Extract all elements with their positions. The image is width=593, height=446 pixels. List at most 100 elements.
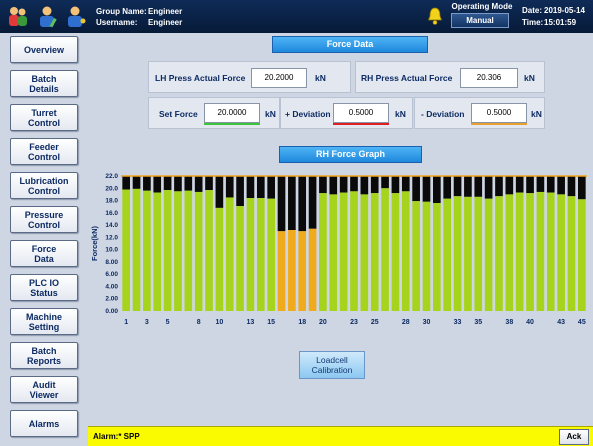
y-tick-label: 18.0	[105, 198, 118, 205]
bar	[557, 194, 565, 311]
x-tick-label: 45	[578, 319, 586, 326]
bar-remainder	[132, 176, 141, 189]
bar-remainder	[360, 176, 369, 195]
users-group-icon[interactable]	[6, 4, 30, 28]
lh-force-panel: LH Press Actual Force 20.2000 kN	[148, 61, 351, 93]
bar-remainder	[505, 176, 514, 195]
alarm-bar: Alarm:* SPP Ack	[88, 426, 593, 446]
minus-deviation-underline	[471, 123, 527, 125]
bar	[360, 194, 369, 311]
nav-overview-button[interactable]: Overview	[10, 36, 78, 63]
x-tick-label: 38	[505, 319, 513, 326]
bar-remainder	[412, 176, 420, 202]
x-tick-label: 20	[319, 319, 327, 326]
bar-remainder	[381, 176, 389, 189]
bar	[443, 198, 452, 311]
bar	[143, 190, 151, 311]
plus-deviation-underline	[333, 123, 389, 125]
bar	[370, 193, 379, 311]
user-edit-icon[interactable]	[36, 4, 60, 28]
time-value: 15:01:59	[544, 18, 577, 27]
nav-batch-reports-button[interactable]: Batch Reports	[10, 342, 78, 369]
bar-remainder	[319, 176, 327, 194]
bar-remainder	[329, 176, 338, 195]
bar	[495, 196, 503, 311]
set-force-panel: Set Force 20.0000 kN	[148, 97, 280, 129]
bar	[122, 189, 131, 311]
username-value: Engineer	[148, 18, 183, 27]
bar-remainder	[557, 176, 565, 195]
bar	[577, 199, 586, 311]
minus-deviation-unit: kN	[531, 109, 542, 119]
bar	[319, 193, 327, 311]
minus-deviation-panel: - Deviation 0.5000 kN	[414, 97, 545, 129]
bar	[526, 193, 534, 311]
bar-remainder	[339, 176, 348, 193]
bar	[256, 198, 265, 311]
force-data-title: Force Data	[272, 36, 428, 53]
set-force-unit: kN	[265, 109, 276, 119]
nav-plc-io-status-button[interactable]: PLC IO Status	[10, 274, 78, 301]
bar-remainder	[236, 176, 244, 207]
bar-remainder	[370, 176, 379, 194]
sidebar-nav: Overview Batch Details Turret Control Fe…	[0, 33, 88, 446]
rh-force-value: 20.306	[460, 68, 518, 88]
nav-pressure-control-button[interactable]: Pressure Control	[10, 206, 78, 233]
bar	[567, 196, 576, 311]
user-key-icon[interactable]	[64, 4, 88, 28]
plus-deviation-value[interactable]: 0.5000	[333, 103, 389, 123]
y-axis-label: Force(kN)	[90, 225, 99, 261]
ack-button[interactable]: Ack	[559, 429, 589, 445]
date-label: Date:	[522, 6, 543, 15]
nav-audit-viewer-button[interactable]: Audit Viewer	[10, 376, 78, 403]
y-tick-label: 20.0	[105, 185, 118, 192]
bar	[194, 191, 203, 311]
bar	[453, 196, 462, 311]
y-tick-label: 0.00	[105, 308, 118, 315]
set-force-underline	[204, 123, 260, 125]
bar-remainder	[308, 176, 317, 229]
bar	[339, 192, 348, 311]
bar-remainder	[474, 176, 483, 197]
bar-remainder	[401, 176, 410, 192]
bar	[412, 201, 420, 311]
nav-batch-details-button[interactable]: Batch Details	[10, 70, 78, 97]
bar-remainder	[215, 176, 224, 208]
x-tick-label: 25	[371, 319, 379, 326]
bar	[308, 228, 317, 311]
bar-remainder	[515, 176, 524, 193]
bar-remainder	[391, 176, 400, 194]
nav-force-data-button[interactable]: Force Data	[10, 240, 78, 267]
bar	[236, 206, 244, 311]
alarm-text: Alarm:* SPP	[93, 432, 140, 441]
set-force-value[interactable]: 20.0000	[204, 103, 260, 123]
rh-force-panel: RH Press Actual Force 20.306 kN	[355, 61, 545, 93]
loadcell-calibration-button[interactable]: Loadcell Calibration	[299, 351, 365, 379]
nav-alarms-button[interactable]: Alarms	[10, 410, 78, 437]
bar	[205, 190, 213, 311]
bar-remainder	[577, 176, 586, 200]
bar-remainder	[184, 176, 193, 191]
bar	[474, 196, 483, 311]
bar-remainder	[298, 176, 307, 232]
bar	[546, 192, 555, 311]
minus-deviation-value[interactable]: 0.5000	[471, 103, 527, 123]
nav-machine-setting-button[interactable]: Machine Setting	[10, 308, 78, 335]
x-tick-label: 15	[267, 319, 275, 326]
bar	[505, 194, 514, 311]
rh-force-chart: Force(kN) 0.00 2.00 4.00 6.00 8.00 10.0 12.0 14.…	[90, 173, 587, 326]
nav-feeder-control-button[interactable]: Feeder Control	[10, 138, 78, 165]
bar-remainder	[163, 176, 172, 191]
x-tick-label: 35	[474, 319, 482, 326]
bar-remainder	[205, 176, 213, 191]
y-tick-label: 10.0	[105, 247, 118, 254]
nav-lubrication-control-button[interactable]: Lubrication Control	[10, 172, 78, 199]
group-name-value: Engineer	[148, 7, 183, 16]
nav-turret-control-button[interactable]: Turret Control	[10, 104, 78, 131]
bar-remainder	[277, 176, 286, 232]
bar-remainder	[194, 176, 203, 192]
bar-remainder	[153, 176, 162, 193]
y-tick-label: 6.00	[105, 271, 118, 278]
time-label: Time:	[522, 18, 544, 27]
alarm-bell-icon[interactable]	[427, 7, 443, 25]
